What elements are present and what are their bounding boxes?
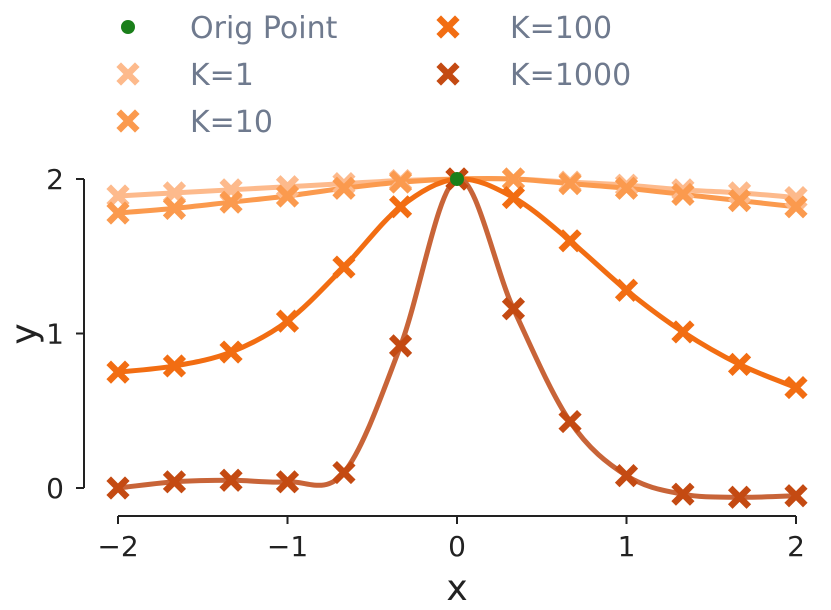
series-4-marker bbox=[162, 470, 187, 494]
series-3-marker bbox=[219, 340, 243, 364]
legend: Orig Point K=1 K=10 K=100 K=1000 bbox=[116, 11, 631, 140]
series-2-marker bbox=[671, 182, 695, 207]
series-1-marker bbox=[671, 178, 695, 202]
series-1-marker bbox=[162, 181, 187, 205]
series-2-marker bbox=[275, 184, 300, 208]
series-2-marker bbox=[727, 189, 752, 213]
legend-marker bbox=[116, 109, 140, 133]
x-ticks: −2 −1 0 1 2 bbox=[97, 516, 805, 563]
x-tick-label: 1 bbox=[618, 530, 636, 563]
y-tick-label: 1 bbox=[46, 318, 64, 351]
axes: −2 −1 0 1 2 0 1 2 x y bbox=[4, 163, 805, 609]
x-axis-title: x bbox=[446, 568, 467, 609]
series-2-marker bbox=[501, 167, 526, 191]
series-4-marker bbox=[558, 409, 582, 434]
legend-marker bbox=[121, 20, 135, 34]
series-1-marker bbox=[106, 184, 130, 208]
legend-label: K=10 bbox=[190, 105, 273, 140]
y-tick-label: 0 bbox=[46, 472, 64, 505]
series-3-marker bbox=[727, 352, 752, 376]
series-3-marker bbox=[614, 278, 639, 302]
series-3-marker bbox=[784, 375, 808, 400]
series-lines bbox=[115, 176, 799, 500]
legend-label: K=1 bbox=[190, 58, 254, 93]
series-4-marker bbox=[614, 464, 639, 488]
x-tick-label: −1 bbox=[267, 530, 308, 563]
series-3-marker bbox=[388, 195, 413, 219]
series-3-marker bbox=[671, 320, 695, 344]
series-3-marker bbox=[162, 354, 187, 378]
legend-label: Orig Point bbox=[190, 11, 338, 46]
series-2-marker bbox=[332, 176, 356, 200]
series-markers bbox=[106, 167, 808, 509]
series-3-marker bbox=[558, 229, 582, 253]
orig-point-marker bbox=[450, 172, 464, 186]
legend-label: K=1000 bbox=[510, 58, 631, 93]
legend-marker bbox=[116, 62, 140, 86]
legend-label: K=100 bbox=[510, 11, 612, 46]
series-4-marker bbox=[671, 482, 695, 506]
series-4-marker bbox=[219, 468, 243, 492]
series-4-marker bbox=[275, 470, 300, 494]
series-4-marker bbox=[784, 484, 808, 508]
series-2-marker bbox=[388, 170, 413, 194]
y-ticks: 0 1 2 bbox=[46, 163, 84, 505]
series-3-marker bbox=[332, 255, 356, 279]
legend-marker bbox=[436, 15, 460, 39]
x-tick-label: −2 bbox=[97, 530, 138, 563]
x-tick-label: 2 bbox=[787, 530, 805, 563]
series-4-marker bbox=[501, 297, 526, 321]
legend-marker bbox=[436, 62, 460, 86]
series-4-marker bbox=[727, 485, 752, 509]
series-3-marker bbox=[275, 309, 300, 333]
series-2-marker bbox=[106, 201, 130, 225]
y-axis-title: y bbox=[4, 323, 45, 344]
series-2-marker bbox=[219, 190, 243, 214]
y-tick-label: 2 bbox=[46, 163, 64, 196]
series-4-marker bbox=[332, 460, 356, 485]
series-2-marker bbox=[162, 196, 187, 220]
series-2-marker bbox=[614, 176, 639, 200]
series-2-marker bbox=[558, 172, 582, 196]
series-3-marker bbox=[106, 360, 130, 384]
x-tick-label: 0 bbox=[448, 530, 466, 563]
series-3-marker bbox=[501, 185, 526, 210]
series-2-marker bbox=[784, 195, 808, 219]
series-1-marker bbox=[332, 172, 356, 196]
series-4-marker bbox=[106, 476, 130, 500]
series-4-marker bbox=[388, 334, 413, 358]
series-line-3 bbox=[115, 176, 799, 391]
